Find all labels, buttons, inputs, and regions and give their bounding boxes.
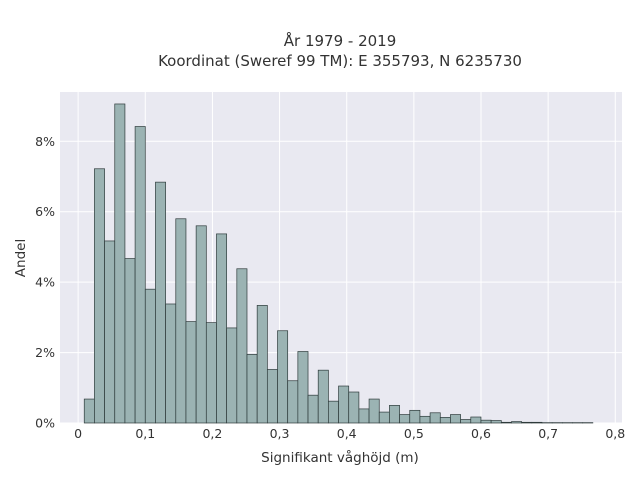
- histogram-bar-3: [115, 104, 125, 423]
- histogram-bar-13: [216, 234, 226, 423]
- x-tick-label-4: 0,4: [337, 426, 357, 441]
- histogram-bar-32: [410, 410, 420, 423]
- histogram-bar-6: [145, 289, 155, 423]
- histogram-bar-25: [339, 386, 349, 423]
- y-axis-label: Andel: [13, 239, 29, 277]
- histogram-bar-17: [257, 305, 267, 423]
- y-tick-label-2: 4%: [35, 275, 55, 290]
- x-tick-label-7: 0,7: [538, 426, 558, 441]
- histogram-bar-24: [328, 401, 338, 423]
- histogram-bar-38: [471, 417, 481, 423]
- histogram-bar-21: [298, 352, 308, 423]
- histogram-bar-37: [461, 419, 471, 423]
- histogram-bar-23: [318, 370, 328, 423]
- histogram-bar-43: [522, 422, 532, 423]
- histogram-bar-20: [288, 381, 298, 423]
- histogram-bar-1: [94, 169, 104, 423]
- y-tick-label-3: 6%: [35, 204, 55, 219]
- x-tick-label-1: 0,1: [135, 426, 155, 441]
- histogram-bar-0: [84, 399, 94, 423]
- histogram-bar-19: [278, 331, 288, 423]
- histogram-bar-2: [105, 241, 115, 423]
- x-tick-label-0: 0: [74, 426, 82, 441]
- histogram-bar-41: [501, 422, 511, 423]
- histogram-bar-35: [440, 417, 450, 423]
- chart-title-line2: Koordinat (Sweref 99 TM): E 355793, N 62…: [158, 52, 522, 70]
- chart-title-line1: År 1979 - 2019: [284, 31, 397, 50]
- x-axis-ticks: 0 0,1 0,2 0,3 0,4 0,5 0,6 0,7 0,8: [74, 426, 625, 441]
- histogram-bar-14: [227, 328, 237, 423]
- histogram-bar-33: [420, 416, 430, 423]
- y-tick-label-1: 2%: [35, 345, 55, 360]
- histogram-bar-15: [237, 269, 247, 423]
- histogram-bar-7: [155, 182, 165, 423]
- histogram-bar-27: [359, 409, 369, 423]
- histogram-bar-29: [379, 412, 389, 423]
- histogram-bar-28: [369, 399, 379, 423]
- histogram-bar-34: [430, 413, 440, 423]
- x-tick-label-2: 0,2: [202, 426, 222, 441]
- x-tick-label-3: 0,3: [270, 426, 290, 441]
- histogram-bar-42: [511, 422, 521, 423]
- histogram-bar-11: [196, 226, 206, 423]
- histogram-bar-9: [176, 219, 186, 423]
- histogram-bar-8: [166, 304, 176, 423]
- histogram-bar-18: [267, 369, 277, 423]
- histogram-bar-5: [135, 127, 145, 423]
- histogram-bar-22: [308, 395, 318, 423]
- histogram-bar-26: [349, 392, 359, 423]
- histogram-bar-10: [186, 322, 196, 423]
- histogram-bar-40: [491, 421, 501, 423]
- y-tick-label-4: 8%: [35, 134, 55, 149]
- x-tick-label-5: 0,5: [404, 426, 424, 441]
- histogram-bar-12: [206, 323, 216, 423]
- x-tick-label-6: 0,6: [471, 426, 491, 441]
- histogram-bar-16: [247, 354, 257, 423]
- y-tick-label-0: 0%: [35, 416, 55, 431]
- histogram-bar-30: [389, 405, 399, 423]
- x-axis-label: Signifikant våghöjd (m): [261, 449, 419, 466]
- y-axis-ticks: 0% 2% 4% 6% 8%: [35, 134, 55, 431]
- histogram-bar-39: [481, 420, 491, 423]
- histogram-bar-36: [450, 415, 460, 423]
- histogram-bar-44: [532, 422, 542, 423]
- histogram-bar-31: [400, 415, 410, 423]
- histogram-bar-4: [125, 259, 135, 423]
- x-tick-label-8: 0,8: [605, 426, 625, 441]
